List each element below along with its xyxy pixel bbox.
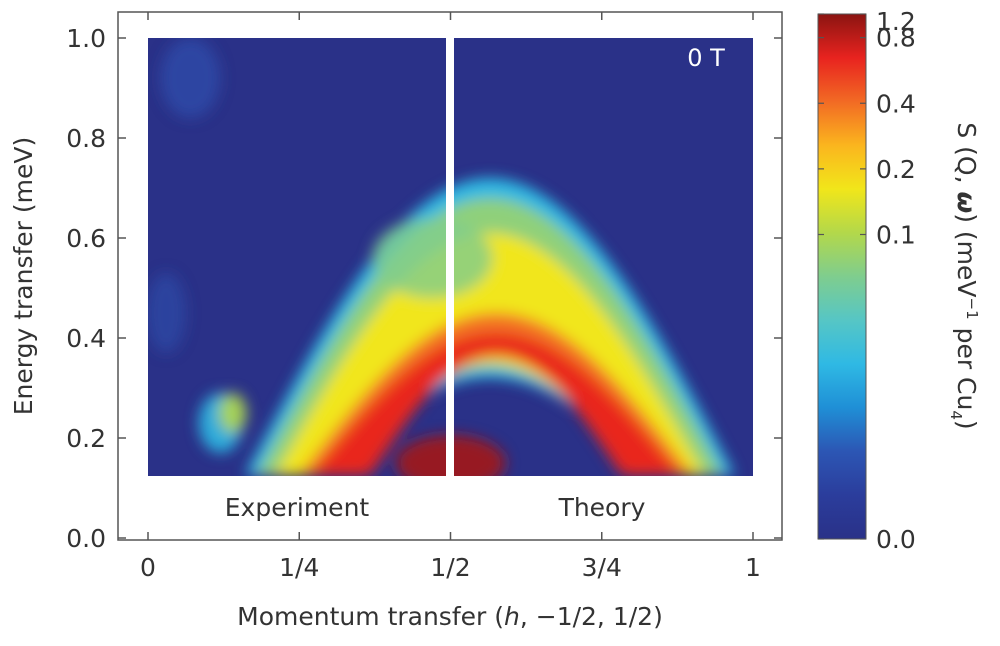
bg-mottle: [148, 273, 187, 353]
y-tick-label: 0.8: [66, 124, 106, 153]
colorbar-tick-label: 0.0: [876, 525, 916, 554]
x-axis-title: Momentum transfer (h, −1/2, 1/2): [237, 602, 663, 631]
intensity-bands: [148, 38, 735, 476]
x-axis-ticks: 0 1/4 1/2 3/4 1: [140, 12, 761, 582]
colorbar: [817, 13, 867, 540]
y-tick-label: 0.4: [66, 324, 106, 353]
colorbar-tick-label: 1.2: [876, 7, 916, 36]
y-axis-ticks: 0.0 0.2 0.4 0.6 0.8 1.0: [66, 24, 782, 553]
colorbar-ticks: 0.0 0.1 0.2 0.4 0.81.2: [818, 7, 916, 554]
plateau-green: [372, 218, 493, 298]
y-axis-title: Energy transfer (meV): [9, 137, 38, 416]
colorbar-tick-label: 0.8: [876, 24, 916, 53]
panel-label-experiment: Experiment: [225, 493, 370, 522]
y-tick-label: 0.6: [66, 224, 106, 253]
panel-divider: [446, 36, 454, 478]
y-tick-label: 0.0: [66, 524, 106, 553]
bg-mottle: [160, 38, 221, 118]
tail-left-core: [218, 393, 247, 433]
panel-label-theory: Theory: [558, 493, 646, 522]
x-tick-label: 1/4: [279, 553, 319, 582]
colorbar-tick-label: 0.2: [876, 155, 916, 184]
colorbar-title: S (Q, ω) (meV−1 per Cu4): [947, 122, 981, 429]
x-tick-label: 1/2: [430, 553, 470, 582]
colorbar-tick-label: 0.4: [876, 89, 916, 118]
colorbar-tick-label: 0.1: [876, 221, 916, 250]
y-tick-label: 1.0: [66, 24, 106, 53]
field-label: 0 T: [687, 44, 725, 72]
x-tick-label: 1: [745, 553, 761, 582]
y-tick-label: 0.2: [66, 424, 106, 453]
x-tick-label: 3/4: [582, 553, 622, 582]
band-red: [311, 333, 681, 476]
x-tick-label: 0: [140, 553, 156, 582]
